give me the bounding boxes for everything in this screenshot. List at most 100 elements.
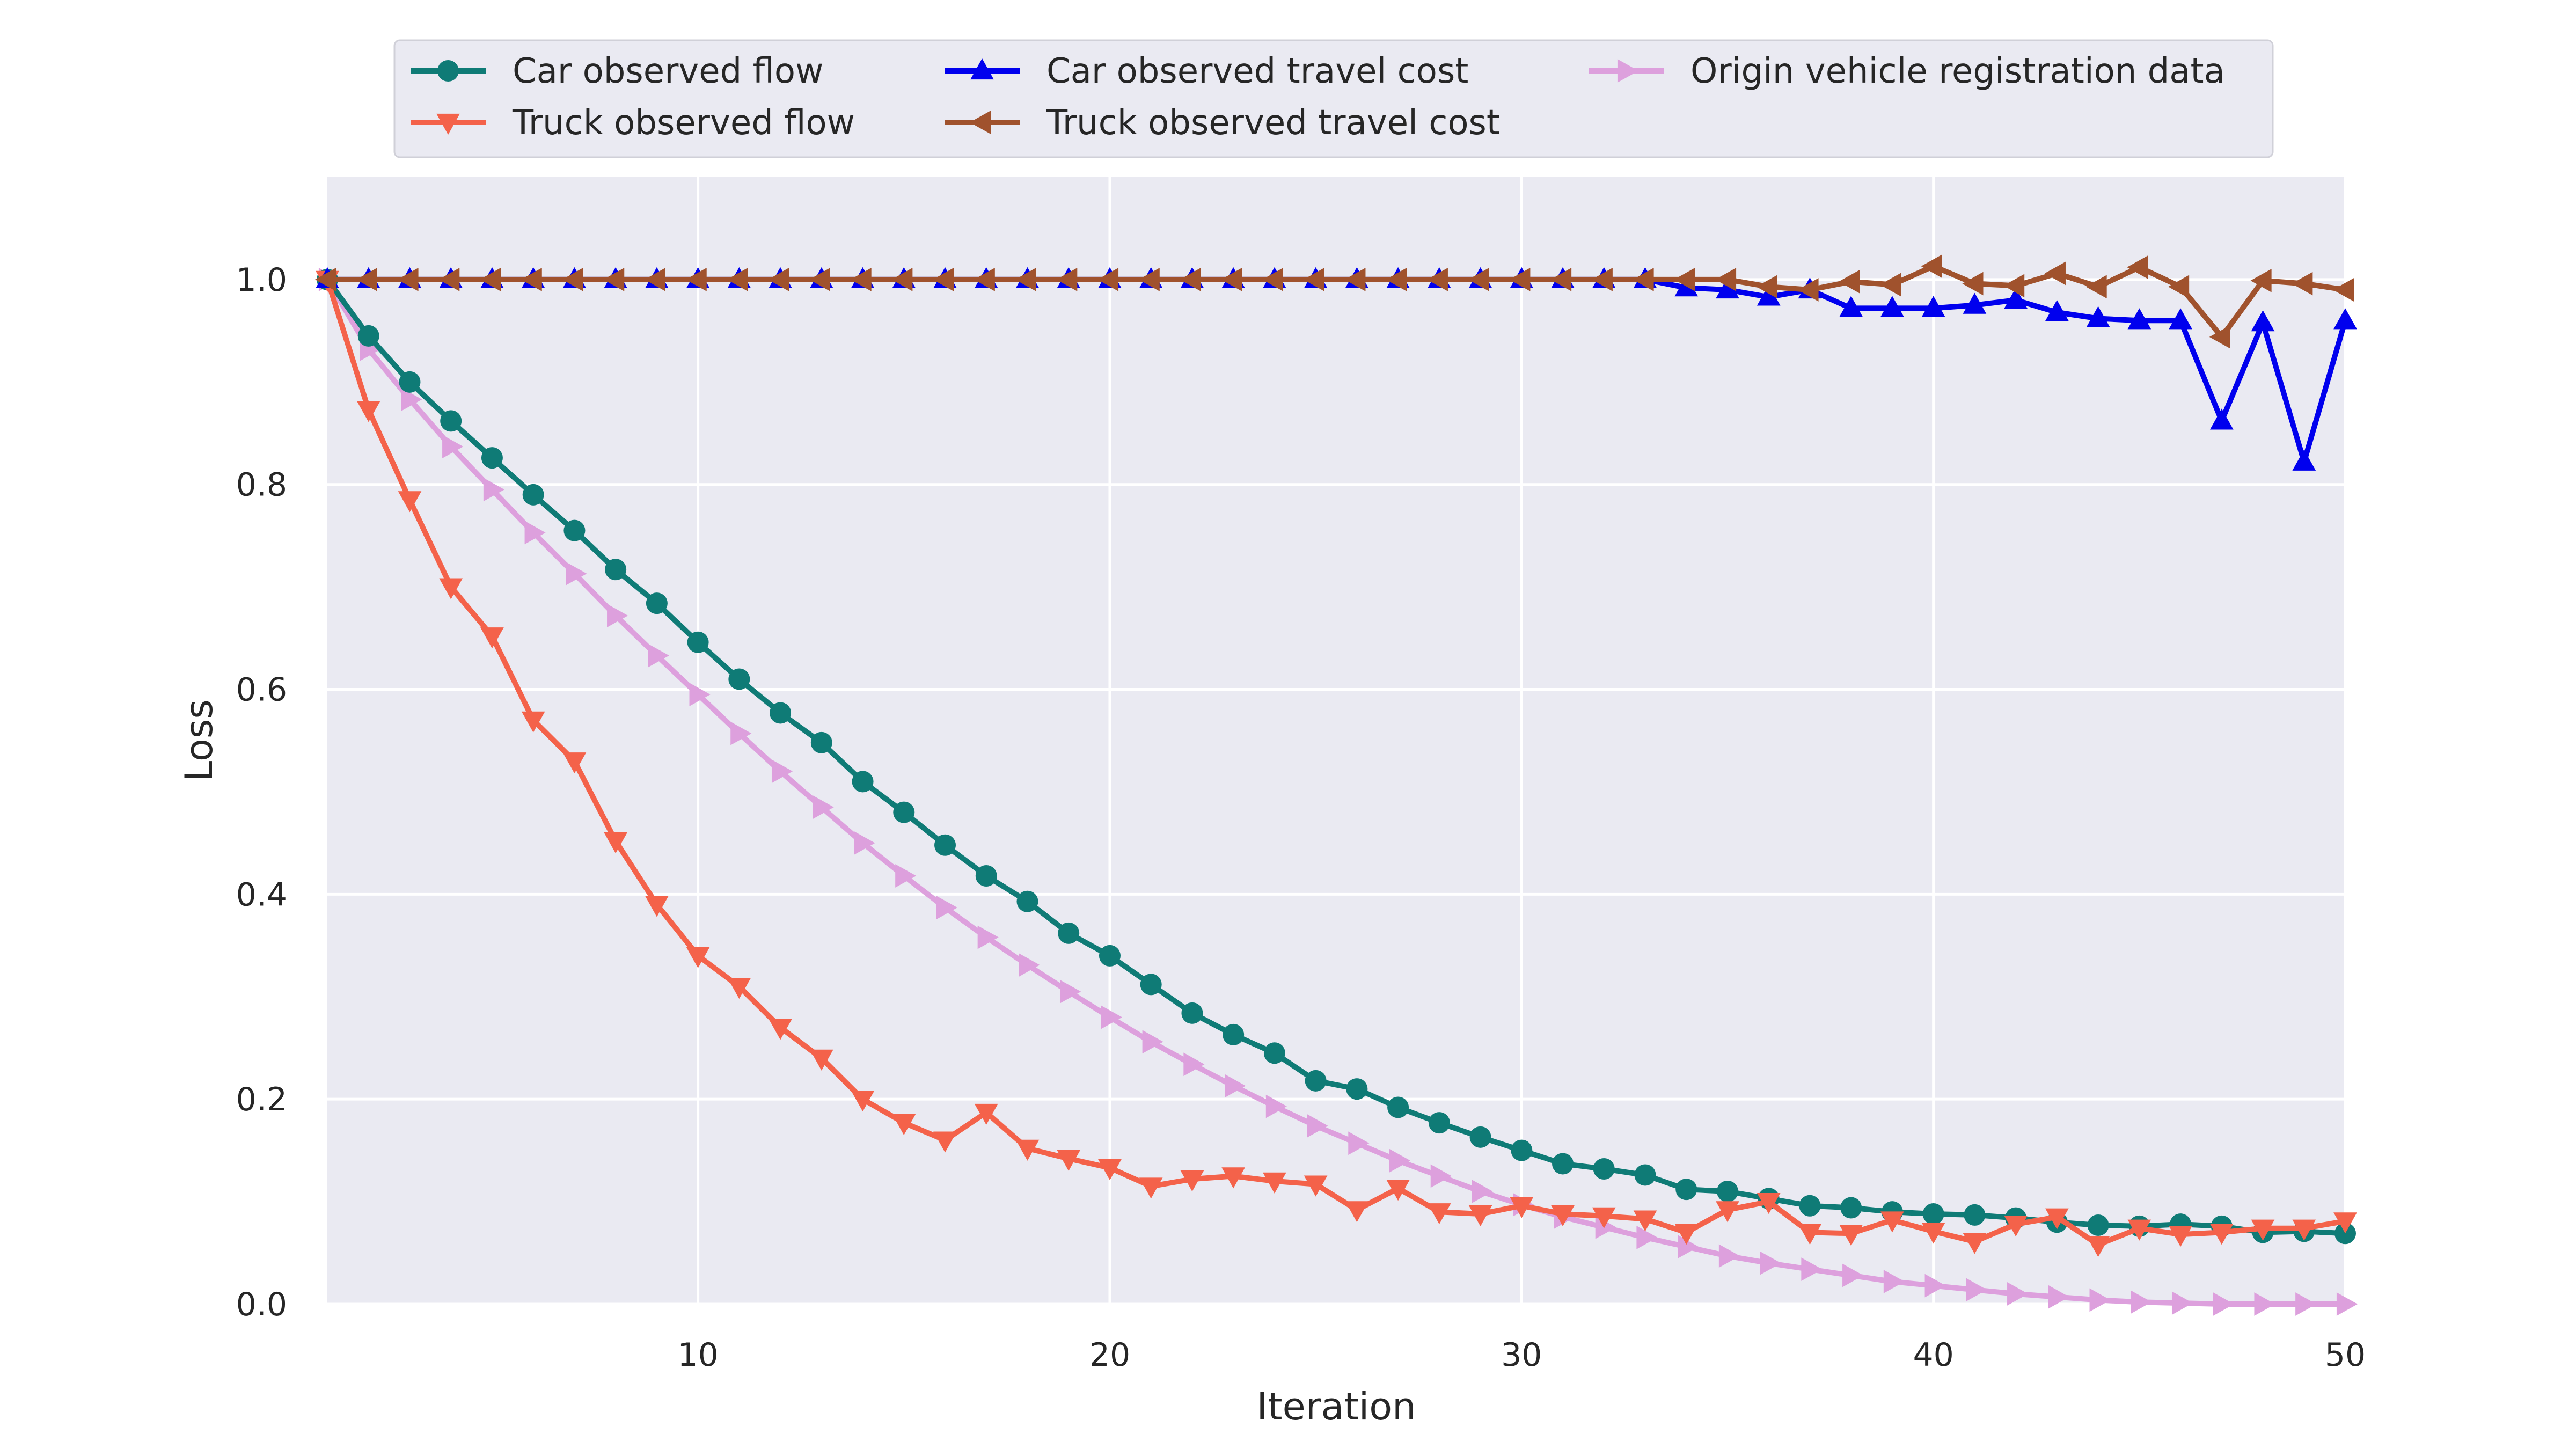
data-point [2209,1224,2234,1245]
data-point [2086,306,2110,327]
data-point [2004,288,2028,309]
data-point [936,896,958,920]
data-point [1921,296,1945,317]
data-point [1180,1170,1204,1192]
legend-item-origin-vehicle-registration-data: Origin vehicle registration data [1589,52,2225,91]
data-point [1019,953,1040,977]
data-point [1674,268,1695,291]
y-tick-label: 1.0 [236,261,287,299]
legend-marker [1617,59,1638,83]
data-point [933,268,954,291]
data-point [2089,1288,2111,1312]
data-point [810,731,832,753]
data-point [2336,1292,2358,1316]
data-point [1756,275,1777,299]
data-point [356,268,377,291]
data-point [1840,1197,1862,1219]
data-point [727,268,748,291]
data-point [1509,268,1531,291]
data-point [1430,1164,1452,1188]
data-point [357,325,379,347]
data-point [1427,1203,1451,1225]
y-tick-label: 0.4 [236,876,287,913]
data-point [1468,268,1489,291]
y-tick-label: 0.8 [236,466,287,504]
data-point [1058,922,1080,944]
legend-item-truck-observed-flow: Truck observed flow [411,103,855,143]
data-point [603,268,625,291]
data-point [974,268,995,291]
data-point [1633,1210,1657,1232]
legend-item-car-observed-flow: Car observed flow [411,52,823,91]
data-point [1098,1159,1122,1181]
series-layer [315,254,2358,1316]
data-point [1510,1197,1534,1218]
data-point [1757,1192,1781,1214]
data-point [2045,1208,2069,1230]
data-point [685,268,707,291]
data-point [439,578,463,599]
data-point [1344,268,1366,291]
x-tick-label: 50 [2325,1336,2366,1374]
data-point [809,1049,833,1071]
data-point [1056,268,1078,291]
data-point [1221,1167,1246,1189]
data-point [1593,1158,1615,1180]
data-point [646,592,668,614]
data-point [479,268,501,291]
legend-frame [393,39,2274,158]
data-point [771,759,793,784]
data-point [1552,1153,1574,1175]
data-point [401,387,422,412]
series-truck-observed-flow [316,270,2357,1257]
data-point [1839,296,1863,317]
data-point [1101,1005,1122,1029]
data-point [524,521,546,545]
data-point [1057,1150,1081,1171]
data-point [974,1103,998,1125]
data-point [1303,268,1324,291]
data-point [562,752,587,774]
data-point [2048,1285,2069,1309]
data-point [728,668,750,690]
data-point [1550,268,1572,291]
legend-label: Truck observed travel cost [1046,103,1500,143]
legend-marker [970,111,991,134]
data-point [891,268,913,291]
data-point [686,947,710,968]
data-point [1964,1204,1986,1226]
data-point [2169,308,2192,330]
legend-label: Origin vehicle registration data [1690,52,2225,91]
data-point [1426,268,1448,291]
data-point [2292,1219,2316,1241]
data-point [1345,1201,1369,1223]
legend-marker [437,60,459,82]
data-point [1307,1114,1328,1138]
data-point [2131,1290,2152,1314]
data-point [2333,1212,2357,1234]
data-point [1263,1172,1286,1194]
legend-item-truck-observed-travel-cost: Truck observed travel cost [945,103,1500,143]
data-point [1099,945,1121,967]
data-point [2169,1226,2192,1247]
data-point [1674,1224,1699,1245]
data-point [1223,1023,1245,1045]
data-point [975,865,997,887]
data-point [1883,1270,1905,1293]
data-point [1468,1205,1492,1226]
data-point [2045,300,2069,321]
data-point [644,268,665,291]
y-tick-label: 0.2 [236,1081,287,1118]
data-point [1839,269,1860,294]
data-point [1265,1094,1287,1118]
data-point [1715,268,1737,291]
data-point [1675,1179,1697,1201]
data-point [1880,296,1904,317]
data-point [1142,1030,1163,1054]
data-point [481,447,503,469]
data-point [854,831,875,855]
data-point [2168,275,2190,299]
data-point [1966,1278,1987,1302]
x-tick-label: 20 [1089,1336,1130,1374]
